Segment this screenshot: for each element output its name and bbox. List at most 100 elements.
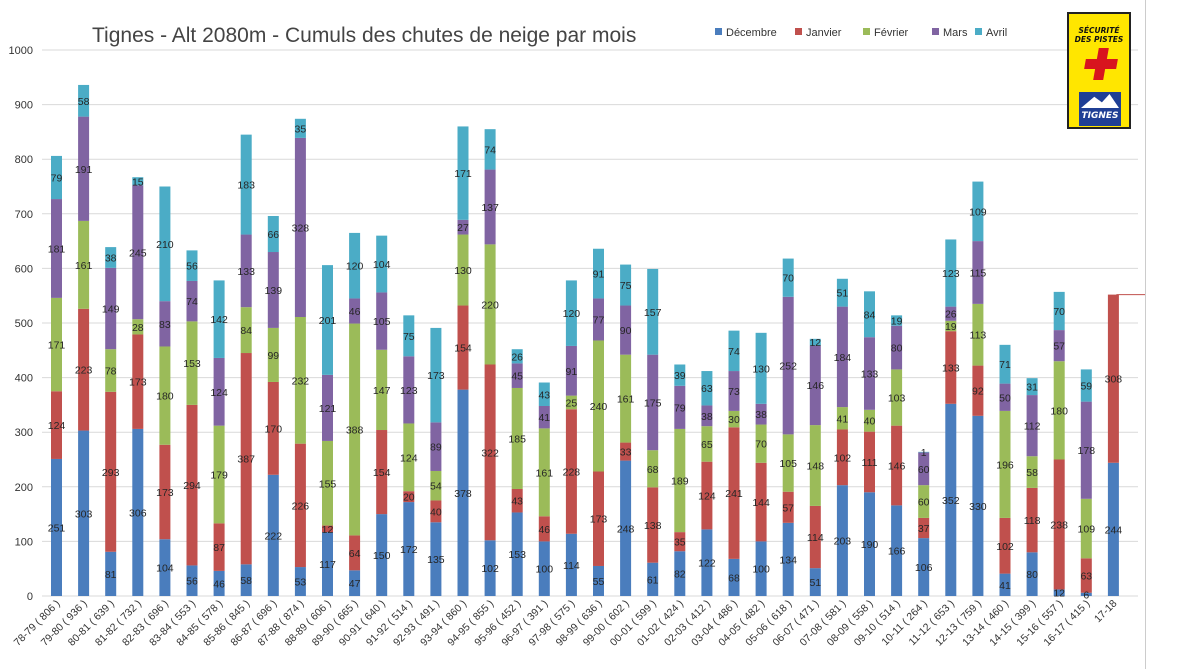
data-label: 150	[373, 550, 391, 562]
x-tick-label: 17-18	[1092, 598, 1120, 626]
data-label: 115	[970, 267, 987, 279]
bar-segment	[511, 349, 523, 364]
data-label: 161	[75, 260, 93, 272]
data-label: 70	[1053, 306, 1065, 318]
data-label: 118	[1024, 515, 1041, 527]
bar-segment	[51, 199, 62, 298]
bar-segment	[864, 291, 875, 338]
data-label: 378	[454, 488, 472, 500]
data-label: 90	[620, 325, 632, 337]
data-label: 179	[210, 470, 228, 482]
data-label: 12	[1053, 588, 1065, 600]
bar-segment	[1053, 361, 1065, 460]
data-label: 139	[265, 285, 283, 297]
data-label: 173	[427, 370, 445, 382]
data-label: 84	[864, 309, 876, 321]
bar-segment	[674, 551, 686, 596]
bar-segment	[647, 450, 659, 488]
bar-segment	[918, 452, 930, 486]
bar-segment	[620, 264, 632, 306]
data-label: 74	[728, 346, 740, 358]
bar-segment	[647, 562, 659, 596]
data-label: 180	[1050, 405, 1068, 417]
data-label: 102	[834, 452, 852, 464]
data-label: 196	[996, 459, 1014, 471]
data-label: 240	[590, 401, 608, 413]
data-label: 54	[430, 481, 442, 493]
bar-segment	[864, 337, 875, 410]
data-label: 102	[481, 563, 499, 575]
bar-segment	[565, 409, 577, 534]
data-label: 146	[888, 461, 906, 473]
bar-segment	[999, 573, 1011, 596]
bar-segment	[376, 235, 388, 293]
bar-segment	[511, 488, 523, 513]
data-label: 191	[75, 164, 93, 176]
data-label: 104	[156, 563, 174, 575]
data-label: 60	[918, 464, 930, 476]
data-label: 68	[647, 464, 659, 476]
data-label: 79	[51, 172, 63, 184]
data-label: 113	[970, 330, 987, 342]
data-label: 388	[346, 424, 364, 436]
bar-segment	[322, 532, 333, 596]
bar-segment	[213, 570, 225, 596]
bar-segment	[294, 118, 306, 138]
bar-segment	[972, 181, 984, 242]
y-tick-label: 300	[15, 427, 33, 439]
bar-segment	[918, 451, 930, 453]
bar-segment	[593, 248, 604, 299]
data-label: 149	[102, 304, 120, 316]
data-label: 171	[454, 168, 472, 180]
bar-segment	[701, 371, 713, 406]
data-label: 173	[129, 377, 147, 389]
bar-segment	[430, 500, 442, 523]
bar-segment	[484, 540, 496, 596]
legend-swatch	[863, 28, 870, 35]
tignes-logo: TIGNES	[1079, 92, 1121, 126]
bar-segment	[403, 356, 415, 424]
bars	[51, 84, 1119, 596]
bar-segment	[891, 315, 903, 326]
data-label: 99	[267, 350, 279, 362]
bar-segment	[647, 268, 659, 355]
data-label: 82	[674, 569, 686, 581]
bar-segment	[728, 330, 740, 372]
data-label: 173	[156, 487, 174, 499]
data-label: 133	[237, 266, 255, 278]
y-tick-label: 400	[15, 373, 33, 385]
bar-segment	[1053, 589, 1065, 596]
data-label: 37	[918, 523, 930, 535]
legend-label: Avril	[986, 27, 1007, 39]
data-label: 190	[861, 539, 879, 551]
bar-segment	[186, 321, 198, 405]
bar-segment	[864, 409, 875, 432]
bar-segment	[322, 440, 333, 526]
bar-segment	[376, 292, 388, 350]
bar-segment	[1080, 401, 1092, 499]
bar-segment	[836, 407, 848, 430]
data-label: 294	[183, 480, 201, 492]
data-label: 46	[213, 578, 225, 590]
bar-segment	[620, 354, 632, 443]
data-label: 56	[186, 576, 198, 588]
data-label: 92	[972, 386, 984, 398]
data-label: 171	[48, 340, 66, 352]
bar-segment	[999, 383, 1011, 411]
tignes-logo-text: TIGNES	[1081, 111, 1119, 121]
data-label: 26	[945, 309, 957, 321]
bar-segment	[376, 430, 388, 515]
data-label: 120	[563, 308, 581, 320]
data-label: 38	[755, 409, 767, 421]
bar-segment	[565, 395, 577, 410]
bar-segment	[1107, 462, 1119, 596]
bar-segment	[159, 346, 171, 445]
bar-segment	[430, 422, 442, 471]
bar-segment	[593, 471, 604, 566]
data-label: 121	[319, 403, 337, 415]
data-label: 142	[210, 314, 228, 326]
data-label: 124	[48, 420, 66, 432]
bar-segment	[809, 568, 821, 596]
data-label: 84	[240, 325, 252, 337]
